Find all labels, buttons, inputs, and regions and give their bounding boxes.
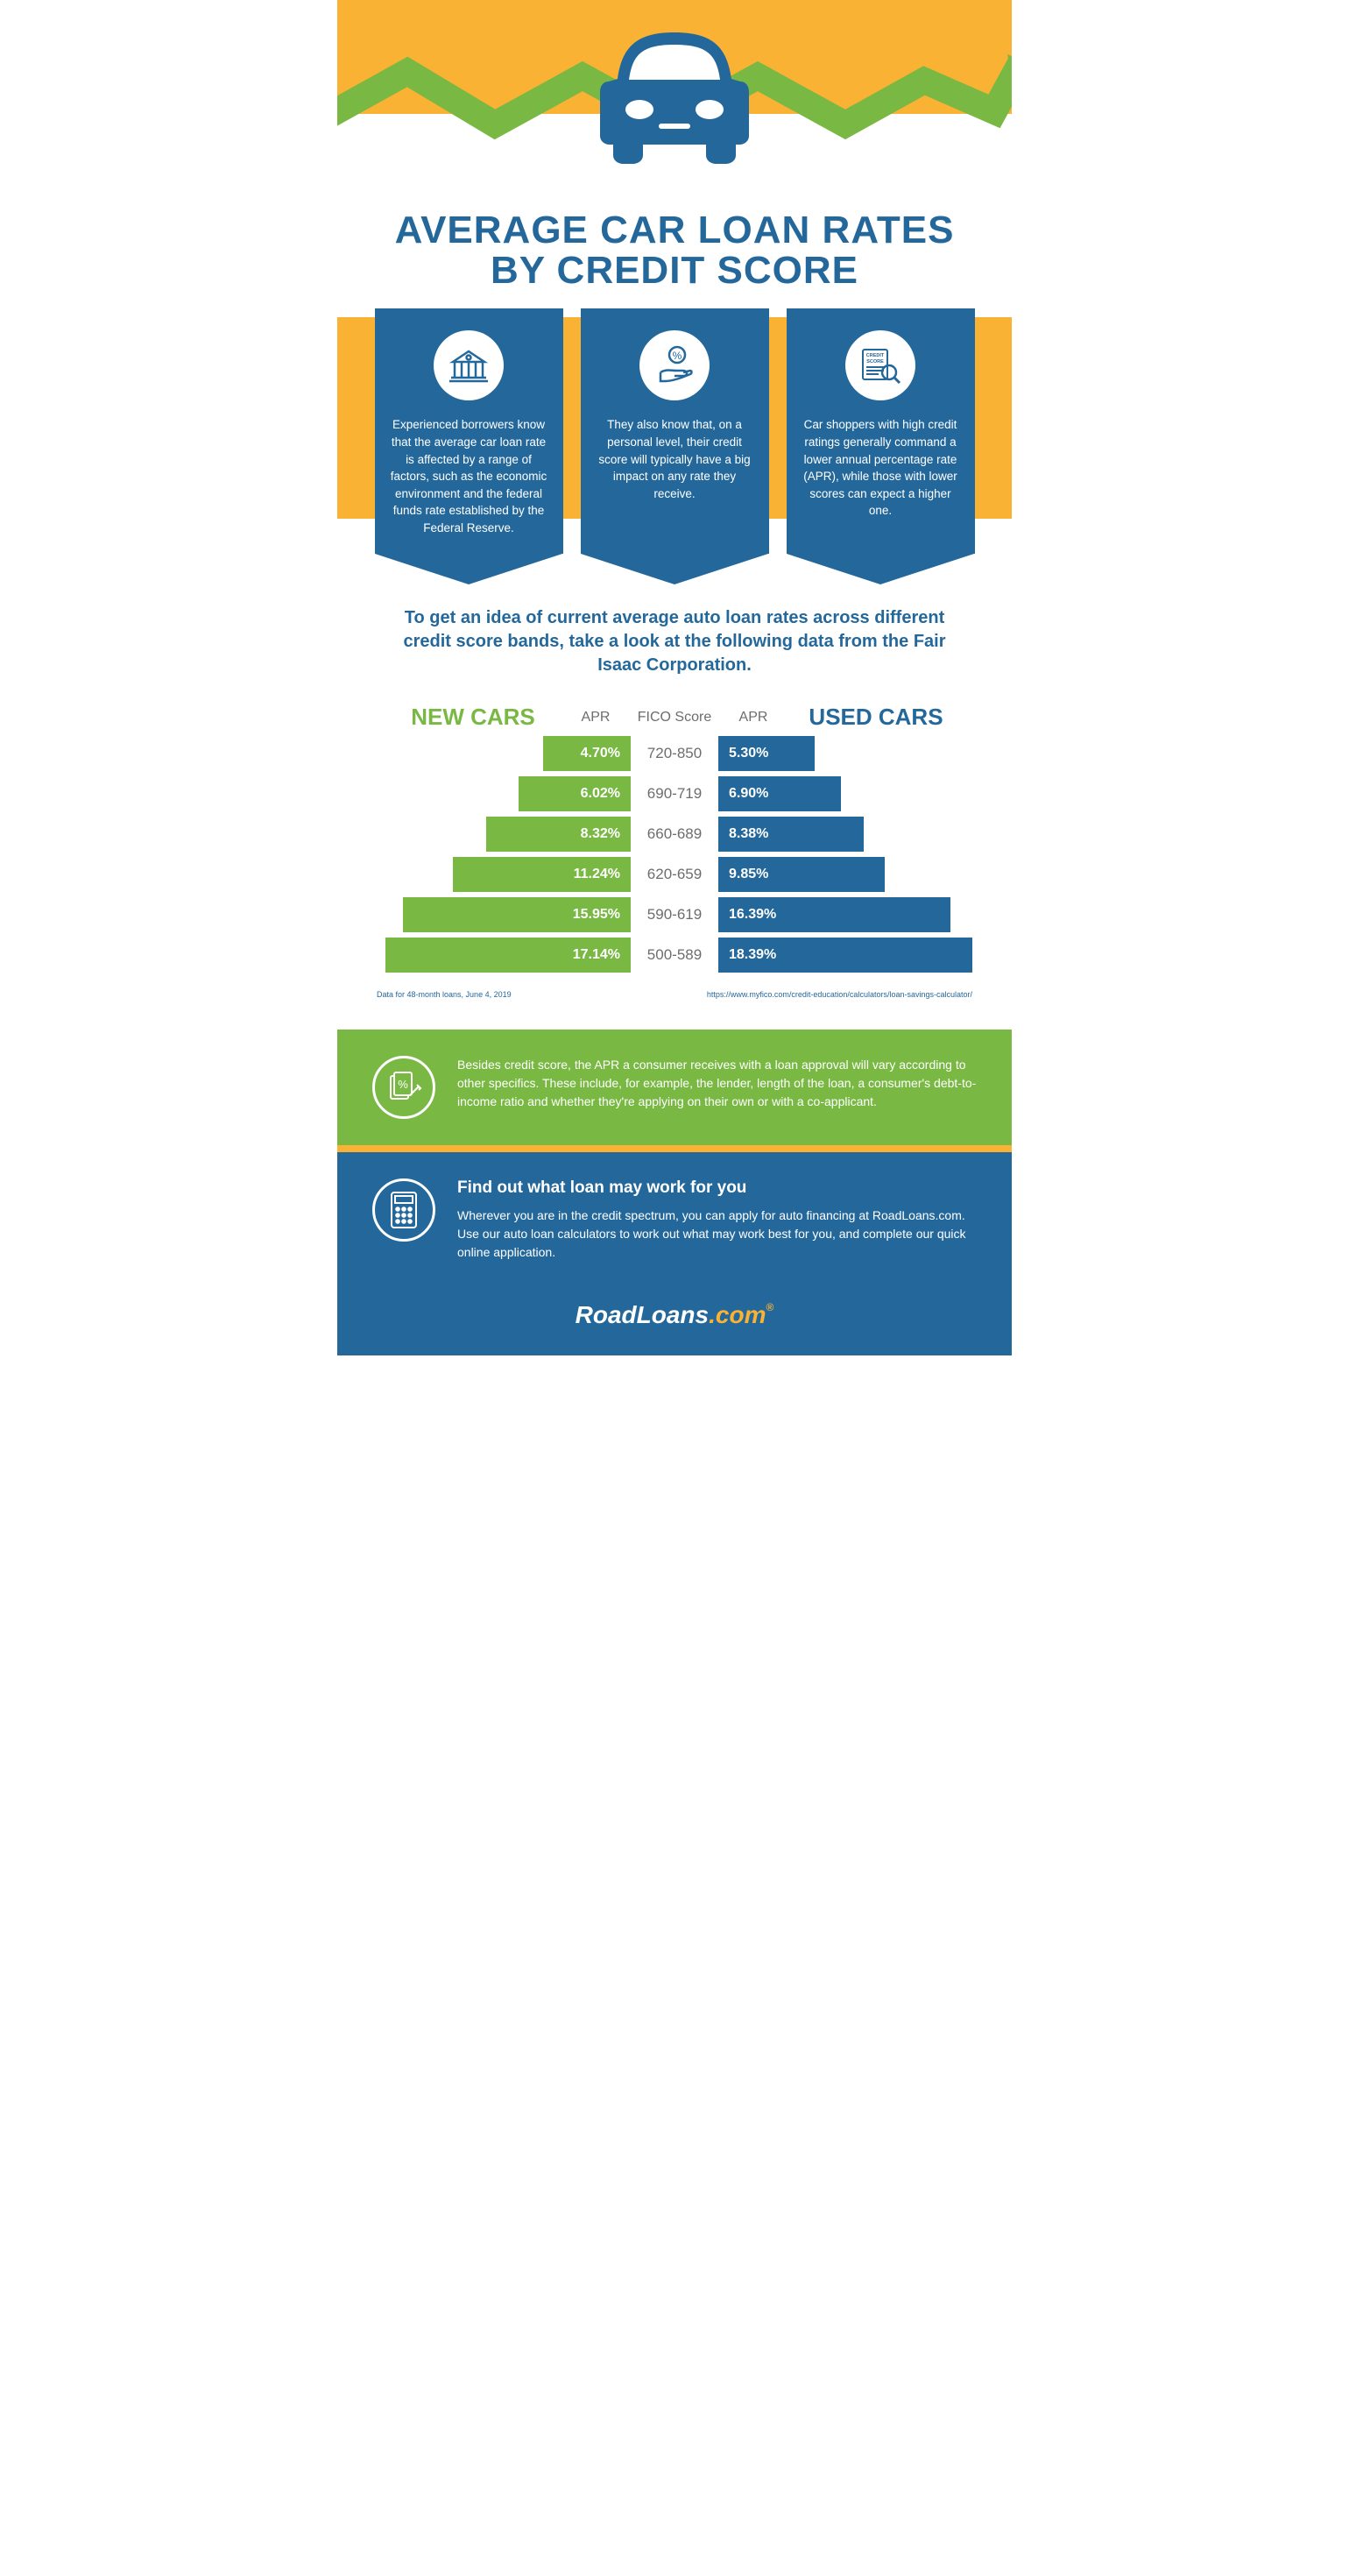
chart-col-fico: FICO Score [631, 710, 718, 725]
green-info-box: % Besides credit score, the APR a consum… [337, 1030, 1012, 1145]
infographic-container: AVERAGE CAR LOAN RATES BY CREDIT SCORE E… [337, 0, 1012, 1355]
chart-row: 15.95%590-61916.39% [372, 897, 977, 932]
chart-row: 4.70%720-8505.30% [372, 736, 977, 771]
chart-row: 6.02%690-7196.90% [372, 776, 977, 811]
logo-tld: .com [709, 1301, 766, 1328]
chart-col-apr: APR [727, 710, 780, 725]
chart-row: 8.32%660-6898.38% [372, 817, 977, 852]
new-car-bar: 4.70% [543, 736, 631, 771]
new-car-bar: 15.95% [403, 897, 631, 932]
used-car-bar: 5.30% [718, 736, 815, 771]
fico-label: 590-619 [631, 897, 718, 932]
used-car-bar: 18.39% [718, 938, 972, 973]
new-car-bar: 6.02% [519, 776, 631, 811]
calculator-icon [372, 1178, 435, 1242]
car-icon [587, 22, 762, 171]
brand-logo: RoadLoans.com® [337, 1284, 1012, 1355]
chart-row: 17.14%500-58918.39% [372, 938, 977, 973]
blue-info-box: Find out what loan may work for you Wher… [337, 1152, 1012, 1284]
fico-label: 720-850 [631, 736, 718, 771]
chart-right-label: USED CARS [788, 704, 964, 731]
apr-chart: NEW CARS APR FICO Score APR USED CARS 4.… [337, 695, 1012, 987]
svg-text:%: % [673, 350, 682, 362]
hero-section [337, 0, 1012, 202]
info-panel: Experienced borrowers know that the aver… [375, 308, 563, 554]
document-percent-icon: % [372, 1056, 435, 1119]
svg-text:SCORE: SCORE [866, 359, 884, 364]
used-car-bar: 16.39% [718, 897, 950, 932]
info-panel: CREDITSCORE Car shoppers with high credi… [787, 308, 975, 554]
chart-footnote-left: Data for 48-month loans, June 4, 2019 [377, 990, 512, 999]
panel-text: Experienced borrowers know that the aver… [391, 416, 547, 536]
chart-row: 11.24%620-6599.85% [372, 857, 977, 892]
new-car-bar: 8.32% [486, 817, 631, 852]
blue-box-title: Find out what loan may work for you [457, 1178, 977, 1198]
used-car-bar: 9.85% [718, 857, 885, 892]
new-car-bar: 17.14% [385, 938, 631, 973]
blue-box-text: Wherever you are in the credit spectrum,… [457, 1207, 977, 1262]
title-line2: BY CREDIT SCORE [491, 249, 858, 292]
panels-section: Experienced borrowers know that the aver… [337, 317, 1012, 519]
percent-hand-icon: % [639, 330, 710, 400]
fico-label: 660-689 [631, 817, 718, 852]
logo-name: RoadLoans [576, 1301, 709, 1328]
bank-icon [434, 330, 504, 400]
fico-label: 500-589 [631, 938, 718, 973]
fico-label: 690-719 [631, 776, 718, 811]
new-car-bar: 11.24% [453, 857, 631, 892]
panel-text: They also know that, on a personal level… [597, 416, 753, 502]
fico-label: 620-659 [631, 857, 718, 892]
svg-text:%: % [398, 1078, 408, 1091]
credit-score-icon: CREDITSCORE [845, 330, 915, 400]
orange-separator [337, 1145, 1012, 1152]
used-car-bar: 8.38% [718, 817, 864, 852]
chart-col-apr: APR [569, 710, 622, 725]
info-panel: % They also know that, on a personal lev… [581, 308, 769, 554]
used-car-bar: 6.90% [718, 776, 841, 811]
chart-left-label: NEW CARS [385, 704, 561, 731]
page-title: AVERAGE CAR LOAN RATES BY CREDIT SCORE [337, 202, 1012, 317]
panel-text: Car shoppers with high credit ratings ge… [802, 416, 959, 519]
svg-text:CREDIT: CREDIT [866, 353, 885, 358]
chart-footnote-right: https://www.myfico.com/credit-education/… [707, 990, 972, 999]
title-line1: AVERAGE CAR LOAN RATES [395, 209, 955, 251]
green-box-text: Besides credit score, the APR a consumer… [457, 1056, 977, 1111]
